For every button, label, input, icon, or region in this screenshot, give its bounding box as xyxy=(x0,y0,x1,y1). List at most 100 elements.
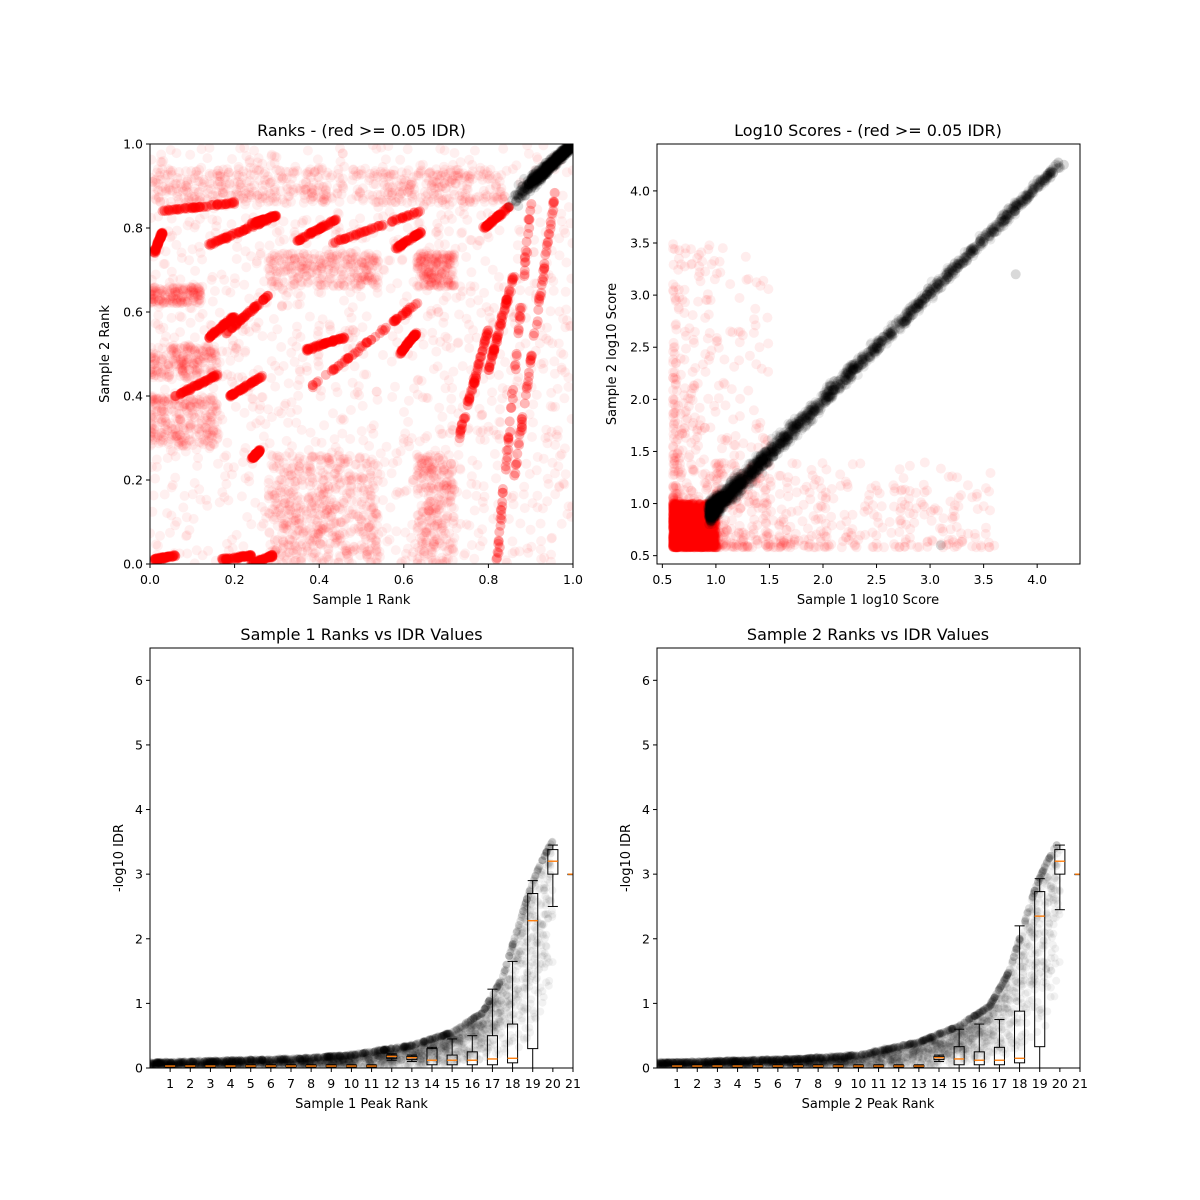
data-point xyxy=(433,197,444,208)
data-point xyxy=(173,440,184,451)
data-point xyxy=(164,286,175,297)
data-point xyxy=(236,491,247,502)
data-point xyxy=(284,501,295,512)
data-point xyxy=(354,224,365,235)
data-point xyxy=(549,368,560,379)
data-point xyxy=(386,356,397,367)
data-point xyxy=(173,292,184,303)
data-point xyxy=(263,187,274,198)
data-point xyxy=(162,393,173,404)
data-point xyxy=(303,169,313,180)
data-point xyxy=(378,172,389,183)
data-point xyxy=(464,195,475,206)
data-point xyxy=(272,268,283,279)
data-point xyxy=(494,272,504,282)
data-point xyxy=(240,324,251,335)
data-point xyxy=(481,169,492,180)
data-point xyxy=(222,169,233,180)
data-point xyxy=(423,465,434,476)
data-point xyxy=(433,223,444,233)
data-point xyxy=(223,167,234,178)
data-point xyxy=(430,274,441,285)
data-point xyxy=(460,171,471,181)
data-point xyxy=(210,349,221,360)
data-point xyxy=(206,184,217,194)
data-point xyxy=(370,541,381,552)
data-point xyxy=(263,491,274,502)
data-point xyxy=(195,288,206,299)
data-point xyxy=(451,523,462,534)
data-point xyxy=(439,250,449,260)
data-point xyxy=(216,269,227,280)
data-point xyxy=(170,388,180,399)
data-point xyxy=(178,285,189,296)
data-point xyxy=(157,295,167,306)
data-point xyxy=(457,227,468,238)
data-point xyxy=(160,331,171,342)
data-point xyxy=(417,327,428,338)
data-point xyxy=(163,551,174,562)
data-point xyxy=(167,295,178,306)
data-point xyxy=(202,500,213,511)
data-point xyxy=(289,467,300,478)
data-point xyxy=(510,352,521,363)
data-point xyxy=(290,260,301,271)
data-point xyxy=(415,192,426,203)
data-point xyxy=(150,440,156,451)
data-point xyxy=(281,198,292,209)
data-point xyxy=(392,278,403,289)
data-point xyxy=(202,427,213,437)
data-point xyxy=(411,257,422,268)
data-point xyxy=(194,294,205,305)
data-point xyxy=(207,238,218,249)
data-point xyxy=(184,288,195,299)
data-point xyxy=(329,468,340,479)
data-point xyxy=(176,356,186,367)
data-point xyxy=(328,497,339,508)
data-point xyxy=(565,218,573,229)
data-point xyxy=(398,181,409,192)
data-point xyxy=(412,261,423,272)
data-point xyxy=(345,227,356,238)
data-point xyxy=(206,432,217,443)
data-point xyxy=(448,281,459,292)
data-point xyxy=(194,287,205,298)
data-point xyxy=(298,215,309,226)
data-point xyxy=(174,413,185,424)
data-point xyxy=(464,520,475,531)
data-point xyxy=(434,558,445,564)
data-point xyxy=(329,434,340,445)
data-point xyxy=(320,184,331,195)
data-point xyxy=(220,228,231,239)
data-point xyxy=(165,196,176,207)
data-point xyxy=(337,413,348,424)
data-point xyxy=(443,375,454,386)
data-point xyxy=(277,300,288,311)
data-point xyxy=(345,274,356,285)
data-point xyxy=(437,278,448,289)
data-point xyxy=(422,464,433,475)
data-point xyxy=(426,267,437,278)
data-point xyxy=(192,290,203,301)
data-point xyxy=(289,253,300,264)
data-point xyxy=(285,407,296,418)
data-point xyxy=(439,269,450,280)
data-point xyxy=(508,384,519,395)
data-point xyxy=(445,257,456,268)
data-point xyxy=(184,423,195,434)
data-point xyxy=(317,467,328,478)
data-point xyxy=(287,167,298,178)
data-point xyxy=(263,508,274,518)
data-point xyxy=(288,187,299,198)
data-point xyxy=(479,503,489,514)
data-point xyxy=(158,427,169,438)
data-point xyxy=(170,342,181,353)
data-point xyxy=(431,534,442,545)
data-point xyxy=(361,337,372,348)
data-point xyxy=(170,520,181,531)
data-point xyxy=(438,317,449,328)
data-point xyxy=(371,386,382,397)
data-point xyxy=(361,369,372,380)
data-point xyxy=(418,339,429,350)
data-point xyxy=(206,346,216,357)
